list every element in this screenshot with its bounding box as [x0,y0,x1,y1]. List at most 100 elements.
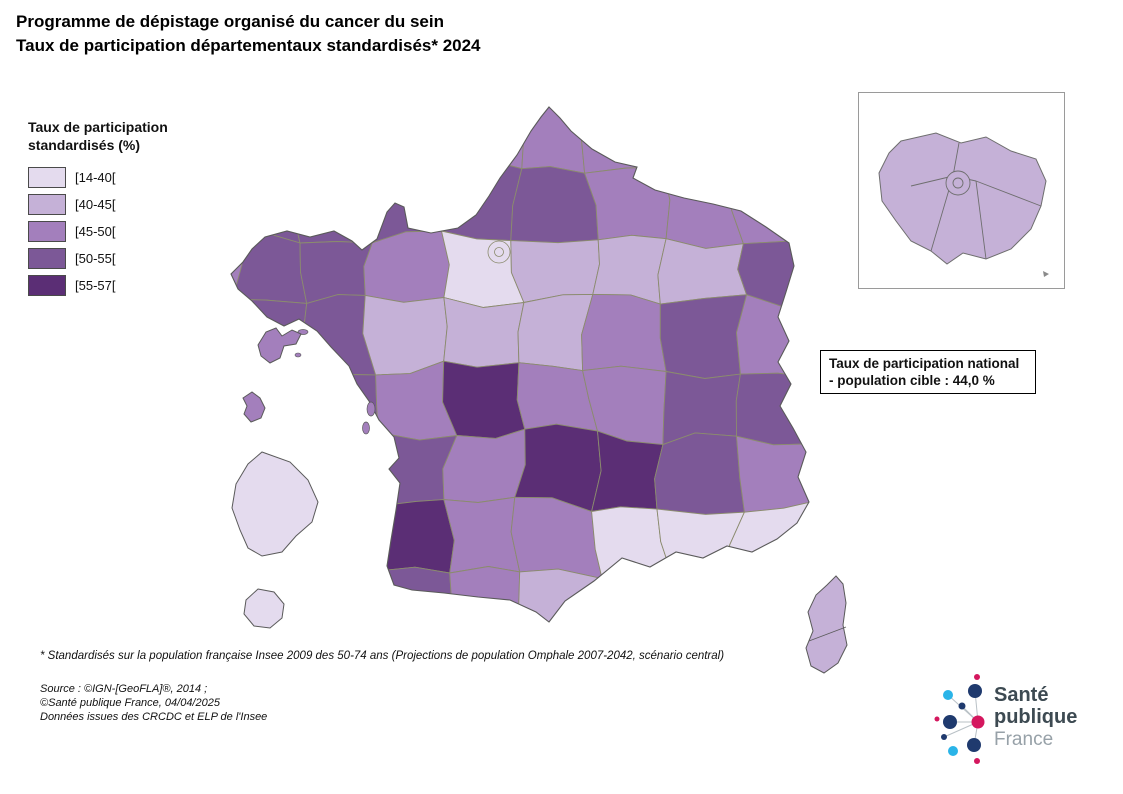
paris-center [494,247,504,257]
legend-item-3: [50-55[ [28,245,168,272]
legend-label-3: [50-55[ [75,251,116,266]
standardisation-footnote: * Standardisés sur la population françai… [40,650,725,662]
department-cell [659,294,748,379]
idf-region [878,132,1047,265]
logo-dot [958,702,966,710]
department-cell [437,158,523,242]
department-cell [580,107,669,174]
department-cell [662,166,745,249]
legend-label-1: [40-45[ [75,197,116,212]
page-title-line1: Programme de dépistage organisé du cance… [16,12,444,31]
legend-swatch-1 [28,194,66,215]
legend-item-2: [45-50[ [28,218,168,245]
legend-item-0: [14-40[ [28,164,168,191]
legend-swatch-3 [28,248,66,269]
department-cell [728,107,809,178]
department-cell [666,577,737,622]
department-cell [583,166,671,241]
idf-paris [952,177,964,189]
national-rate-box: Taux de participation national - populat… [820,350,1036,394]
guadeloupe-islet [294,352,302,358]
source-line1: Source : ©IGN-[GeoFLA]®, 2014 ; [40,683,208,695]
department-cell [442,428,526,503]
department-cell [727,575,809,622]
departments-mosaic [231,107,809,622]
department-cell [510,239,600,304]
legend-title-line2: standardisés (%) [28,137,141,153]
page-title: Programme de dépistage organisé du cance… [16,10,481,58]
source-line3: Données issues des CRCDC et ELP de l'Ins… [40,711,268,723]
france-mainland-outline [230,106,810,623]
national-rate-line1: Taux de participation national [829,356,1020,371]
department-cell [364,163,445,244]
department-cell [231,107,301,176]
department-cell [437,107,525,170]
department-cell [736,294,809,378]
legend-title-line1: Taux de participation [28,119,168,135]
department-cell [443,496,521,574]
department-cell [231,362,311,440]
department-cell [592,234,667,305]
legend-swatch-2 [28,221,66,242]
source-block: Source : ©IGN-[GeoFLA]®, 2014 ; ©Santé p… [40,682,267,724]
logo-dot [967,738,981,752]
department-cell [291,171,373,244]
logo-dot [943,715,957,729]
overseas-reunion [243,588,285,629]
corsica-border [808,626,847,642]
source-line2: ©Santé publique France, 04/04/2025 [40,697,220,709]
department-cell [517,293,594,372]
national-rate-line2: - population cible : 44,0 % [829,373,995,388]
logo-text-france: France [994,729,1053,750]
logo-dot [974,758,980,764]
legend-label-2: [45-50[ [75,224,116,239]
overseas-martinique [242,391,266,423]
department-cell [735,372,809,446]
legend-title: Taux de participation standardisés (%) [28,118,168,154]
legend: Taux de participation standardisés (%) [… [28,118,168,299]
department-cell [654,432,745,515]
logo-text-sante: Santé [994,684,1048,706]
legend-label-4: [55-57[ [75,278,116,293]
department-cell [358,107,456,173]
department-cell [442,360,526,439]
department-cell [662,107,741,178]
legend-items: [14-40[ [40-45[ [45-50[ [50-55[ [55-57[ [28,164,168,299]
department-cell [363,230,450,303]
france-choropleth-map [230,106,848,674]
department-cell [592,574,674,622]
logo-dot [934,716,940,722]
department-cell [368,566,452,622]
department-cell [510,166,599,244]
legend-label-0: [14-40[ [75,170,116,185]
legend-swatch-4 [28,275,66,296]
logo-center-dot [971,715,985,729]
logo-dot [943,690,953,700]
department-cell [362,294,448,376]
logo-dot [941,734,947,740]
idf-islet-mark [1043,271,1049,277]
department-cell [449,566,521,622]
page-title-line2: Taux de participation départementaux sta… [16,36,481,55]
department-cell [728,161,809,245]
overseas-guadeloupe [257,327,302,364]
islet-re [366,401,376,417]
department-cell [591,430,664,513]
legend-item-4: [55-57[ [28,272,168,299]
ile-de-france-inset [858,92,1065,289]
logo-dot [974,674,980,680]
department-cell [299,241,373,304]
logo-dot [948,746,958,756]
ile-de-france-inset-map [878,132,1049,277]
corsica [805,575,848,674]
department-cell [581,293,667,373]
legend-swatch-0 [28,167,66,188]
overseas-guyane [231,451,319,557]
legend-item-1: [40-45[ [28,191,168,218]
logo-text-publique: publique [994,706,1077,728]
islet-oleron [362,421,370,435]
department-cell [371,499,455,574]
department-cell [292,107,366,179]
